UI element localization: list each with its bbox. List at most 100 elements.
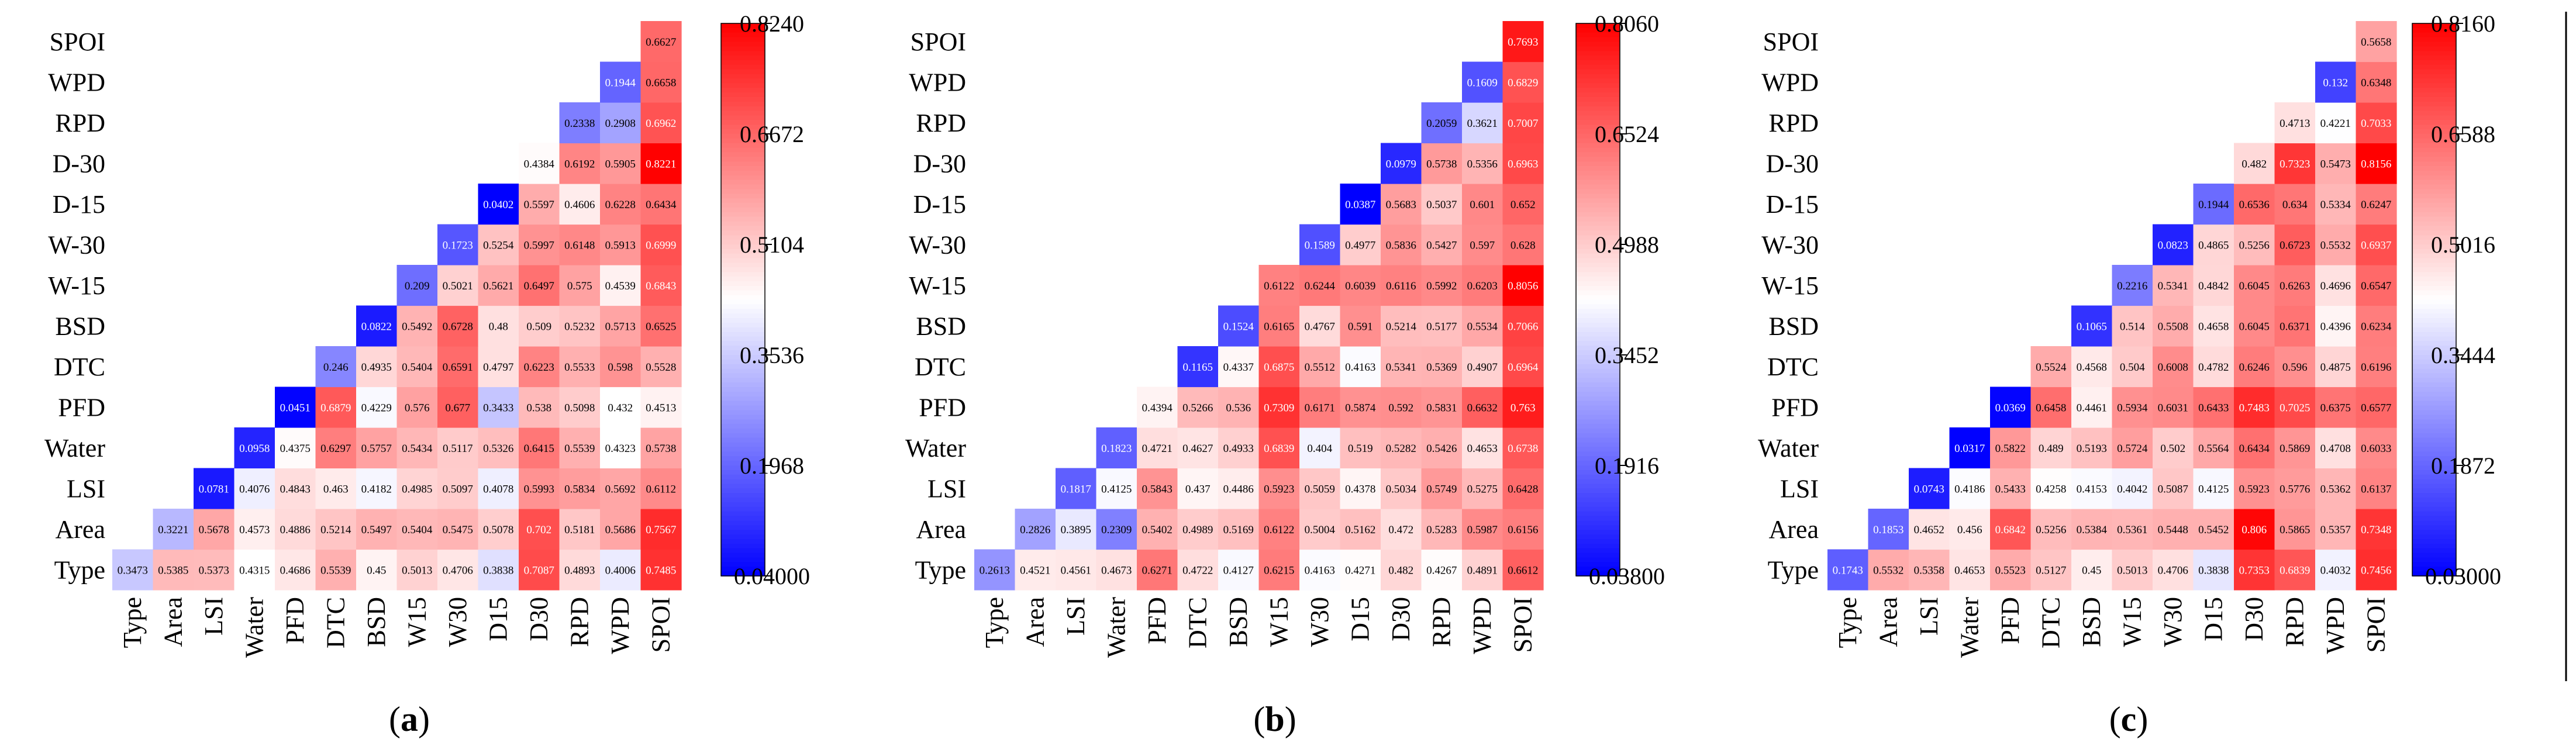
cell-value-label: 0.4163 <box>1345 361 1375 374</box>
colorbar-segment <box>2412 97 2456 102</box>
heatmap-cell <box>974 549 1016 591</box>
colorbar-segment <box>2412 267 2456 273</box>
colorbar-segment <box>1576 277 1620 282</box>
heatmap-cell <box>2274 305 2316 347</box>
colorbar-segment <box>2412 327 2456 333</box>
cell-value-label: 0.4568 <box>2077 361 2107 374</box>
colorbar-segment <box>1576 327 1620 333</box>
cell-value-label: 0.5874 <box>1345 402 1376 414</box>
heatmap-cell <box>1462 549 1503 591</box>
cell-value-label: 0.6371 <box>2280 320 2310 333</box>
column-label: WPD <box>1468 597 1496 654</box>
heatmap-cell <box>1462 61 1503 103</box>
colorbar-segment <box>1576 488 1620 494</box>
cell-value-label: 0.6196 <box>2361 361 2391 374</box>
cell-value-label: 0.6348 <box>2361 77 2391 89</box>
colorbar-segment <box>721 208 765 213</box>
colorbar-segment <box>2412 157 2456 163</box>
cell-value-label: 0.1524 <box>1223 320 1254 333</box>
colorbar-segment <box>1576 226 1620 232</box>
colorbar-segment <box>721 350 765 355</box>
cell-value-label: 0.5869 <box>2280 443 2310 455</box>
heatmap-cell <box>1949 427 1991 469</box>
heatmap-cell <box>640 509 682 550</box>
colorbar-segment <box>721 253 765 259</box>
heatmap-cell <box>1177 549 1219 591</box>
cell-value-label: 0.4989 <box>1182 524 1213 536</box>
colorbar-segment <box>1576 424 1620 429</box>
cell-value-label: 0.5757 <box>361 443 392 455</box>
cell-value-label: 0.0369 <box>1995 402 2026 414</box>
heatmap-cell <box>640 305 682 347</box>
heatmap-cell <box>2030 386 2072 428</box>
colorbar-segment <box>2412 248 2456 254</box>
cell-value-label: 0.5532 <box>1873 564 1903 577</box>
cell-value-label: 0.7456 <box>2361 564 2391 577</box>
row-label: LSI <box>67 474 105 503</box>
heatmap-cell <box>2274 143 2316 184</box>
colorbar-segment <box>1576 405 1620 411</box>
heatmap-cell <box>1177 509 1219 550</box>
row-label: D-15 <box>53 190 105 219</box>
colorbar-segment <box>1576 479 1620 485</box>
colorbar-segment <box>1576 364 1620 370</box>
heatmap-cell <box>396 468 438 509</box>
column-label: D30 <box>2240 597 2268 641</box>
colorbar-segment <box>2412 562 2456 568</box>
colorbar-segment <box>721 244 765 250</box>
row-label: BSD <box>916 312 966 340</box>
colorbar-segment <box>721 359 765 365</box>
cell-value-label: 0.4513 <box>646 402 676 414</box>
colorbar-segment <box>2412 226 2456 232</box>
colorbar-segment <box>1576 120 1620 126</box>
colorbar-segment <box>1576 571 1620 577</box>
row-label: SPOI <box>911 27 966 56</box>
colorbar-segment <box>2412 194 2456 199</box>
cell-value-label: 0.5452 <box>2198 524 2229 536</box>
heatmap-cell <box>2153 427 2194 469</box>
cell-value-label: 0.209 <box>405 280 430 292</box>
colorbar-segment <box>2412 516 2456 522</box>
cell-value-label: 0.0387 <box>1345 199 1375 211</box>
heatmap-cell <box>559 509 601 550</box>
cell-value-label: 0.597 <box>1470 239 1495 251</box>
cell-value-label: 0.5087 <box>2158 483 2188 495</box>
heatmap-cell <box>1462 509 1503 550</box>
cell-value-label: 0.6627 <box>646 36 676 49</box>
colorbar-segment <box>1576 267 1620 273</box>
cell-value-label: 0.4985 <box>402 483 432 495</box>
cell-value-label: 0.5831 <box>1426 402 1457 414</box>
heatmap-cell <box>1056 468 1097 509</box>
heatmap-cell <box>478 386 519 428</box>
cell-value-label: 0.482 <box>2242 158 2267 170</box>
colorbar-segment <box>1576 557 1620 563</box>
colorbar-segment <box>721 194 765 199</box>
heatmap-cell <box>1502 305 1544 347</box>
colorbar-segment <box>721 456 765 461</box>
colorbar-segment <box>721 419 765 424</box>
heatmap-cell <box>1137 509 1178 550</box>
cell-value-label: 0.6999 <box>646 239 676 251</box>
cell-value-label: 0.5181 <box>564 524 595 536</box>
colorbar-segment <box>721 138 765 144</box>
heatmap-cell <box>275 509 316 550</box>
cell-value-label: 0.5427 <box>1426 239 1457 251</box>
colorbar-tick-label: 0.8160 <box>2431 11 2495 37</box>
heatmap-cell <box>2071 549 2113 591</box>
heatmap-cell <box>1340 427 1381 469</box>
cell-value-label: 0.3621 <box>1467 118 1498 130</box>
colorbar-segment <box>1576 350 1620 355</box>
colorbar-segment <box>1576 157 1620 163</box>
heatmap-cell <box>1949 549 1991 591</box>
cell-value-label: 0.6228 <box>605 199 636 211</box>
heatmap-cell <box>437 224 479 265</box>
cell-value-label: 0.5404 <box>402 361 433 374</box>
colorbar-segment <box>2412 285 2456 291</box>
colorbar-segment <box>721 341 765 347</box>
heatmap-cell <box>600 224 642 265</box>
colorbar-frame <box>2412 23 2457 577</box>
heatmap-cell <box>2112 427 2153 469</box>
cell-value-label: 0.4606 <box>564 199 595 211</box>
cell-value-label: 0.4706 <box>2158 564 2188 577</box>
heatmap-cell <box>640 143 682 184</box>
